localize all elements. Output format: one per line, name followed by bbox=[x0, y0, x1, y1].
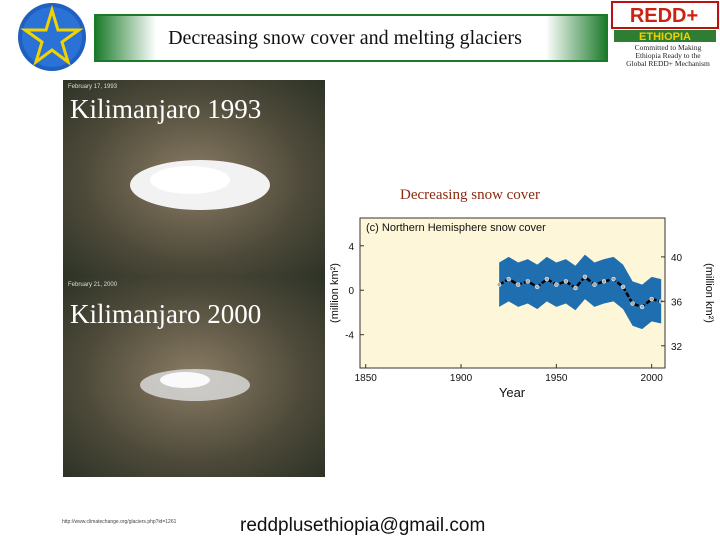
x-tick-label: 1950 bbox=[545, 373, 568, 384]
y2-tick-label: 36 bbox=[671, 297, 683, 308]
data-point bbox=[506, 276, 511, 282]
x-tick-label: 2000 bbox=[641, 373, 664, 384]
photo-2000: February 21, 2000 Kilimanjaro 2000 bbox=[63, 277, 325, 477]
uncertainty-band bbox=[499, 254, 662, 330]
inset-title: (c) Northern Hemisphere snow cover bbox=[366, 222, 546, 234]
header-title: Decreasing snow cover and melting glacie… bbox=[168, 27, 522, 49]
footer-source: http://www.climatechange.org/glaciers.ph… bbox=[62, 519, 177, 525]
x-tick-label: 1850 bbox=[355, 373, 378, 384]
data-point bbox=[611, 276, 616, 282]
inset-caption: Decreasing snow cover bbox=[400, 187, 540, 203]
data-point bbox=[535, 284, 540, 290]
data-point bbox=[630, 301, 635, 306]
logo-country: ETHIOPIA bbox=[639, 31, 691, 43]
data-point bbox=[620, 284, 626, 290]
photo-date: February 17, 1993 bbox=[68, 84, 118, 90]
photo-1993: February 17, 1993 Kilimanjaro 1993 bbox=[63, 80, 325, 277]
data-point bbox=[496, 282, 502, 287]
x-axis-label: Year bbox=[499, 385, 526, 400]
y2-tick-label: 40 bbox=[671, 253, 683, 264]
photo-label: Kilimanjaro 2000 bbox=[70, 299, 261, 329]
logo-tagline: Ethiopia Ready to the bbox=[635, 51, 701, 60]
data-point bbox=[515, 282, 521, 287]
redd-logo: REDD+ ETHIOPIA Committed to Making Ethio… bbox=[611, 1, 719, 68]
footer-email: reddplusethiopia@gmail.com bbox=[240, 515, 485, 536]
y2-tick-label: 32 bbox=[671, 342, 683, 353]
data-point bbox=[525, 279, 530, 284]
data-point bbox=[563, 279, 569, 284]
photo-date: February 21, 2000 bbox=[68, 282, 118, 288]
data-point bbox=[544, 276, 550, 282]
data-point bbox=[582, 274, 588, 280]
logo-tagline: Global REDD+ Mechanism bbox=[626, 59, 710, 68]
x-tick-label: 1900 bbox=[450, 373, 473, 384]
emblem bbox=[18, 3, 86, 71]
y-tick-label: 4 bbox=[348, 242, 354, 253]
data-point bbox=[573, 285, 578, 291]
data-point bbox=[649, 296, 654, 302]
data-point bbox=[554, 282, 559, 287]
logo-name: REDD+ bbox=[630, 5, 698, 27]
data-point bbox=[592, 282, 597, 287]
y-tick-label: -4 bbox=[345, 331, 354, 342]
y2-axis-label: (million km²) bbox=[703, 263, 715, 323]
logo-tagline: Committed to Making bbox=[635, 43, 702, 52]
data-point bbox=[639, 304, 645, 310]
data-point bbox=[601, 279, 607, 284]
y-axis-label: (million km²) bbox=[329, 263, 341, 323]
y-tick-label: 0 bbox=[348, 286, 354, 297]
photo-label: Kilimanjaro 1993 bbox=[70, 94, 261, 124]
header-bar bbox=[94, 14, 608, 62]
